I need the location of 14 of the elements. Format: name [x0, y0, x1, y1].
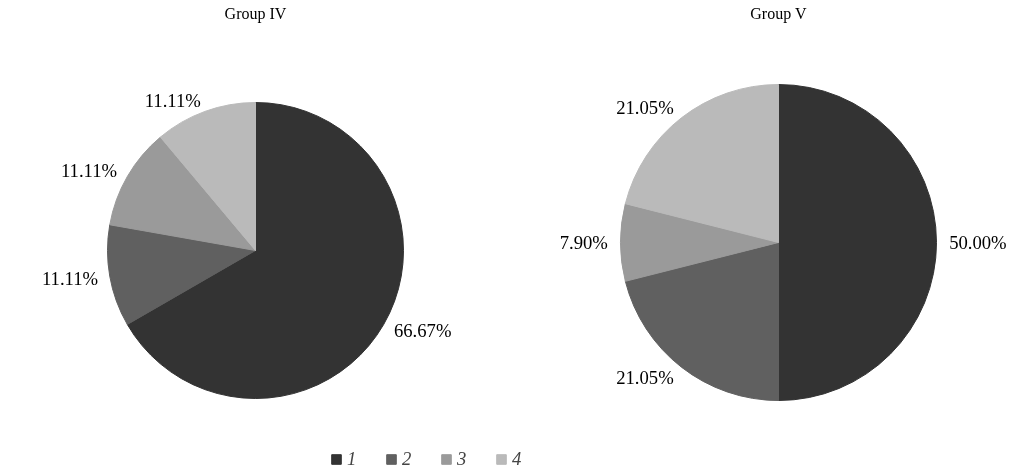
legend-label: 4	[512, 448, 523, 470]
legend-label: 2	[402, 448, 413, 470]
data-label: 7.90%	[559, 232, 608, 253]
data-label: 11.11%	[144, 89, 201, 111]
data-label: 50.00%	[949, 232, 1007, 253]
data-label: 11.11%	[41, 267, 99, 289]
chart-title: Group V	[750, 4, 807, 23]
data-label: 21.05%	[616, 366, 674, 388]
data-label: 21.05%	[616, 97, 674, 119]
data-label: 66.67%	[393, 319, 452, 341]
legend-label: 3	[457, 448, 468, 470]
data-label: 11.11%	[60, 160, 118, 182]
legend-label: 1	[347, 448, 358, 470]
chart-title: Group IV	[224, 4, 287, 23]
